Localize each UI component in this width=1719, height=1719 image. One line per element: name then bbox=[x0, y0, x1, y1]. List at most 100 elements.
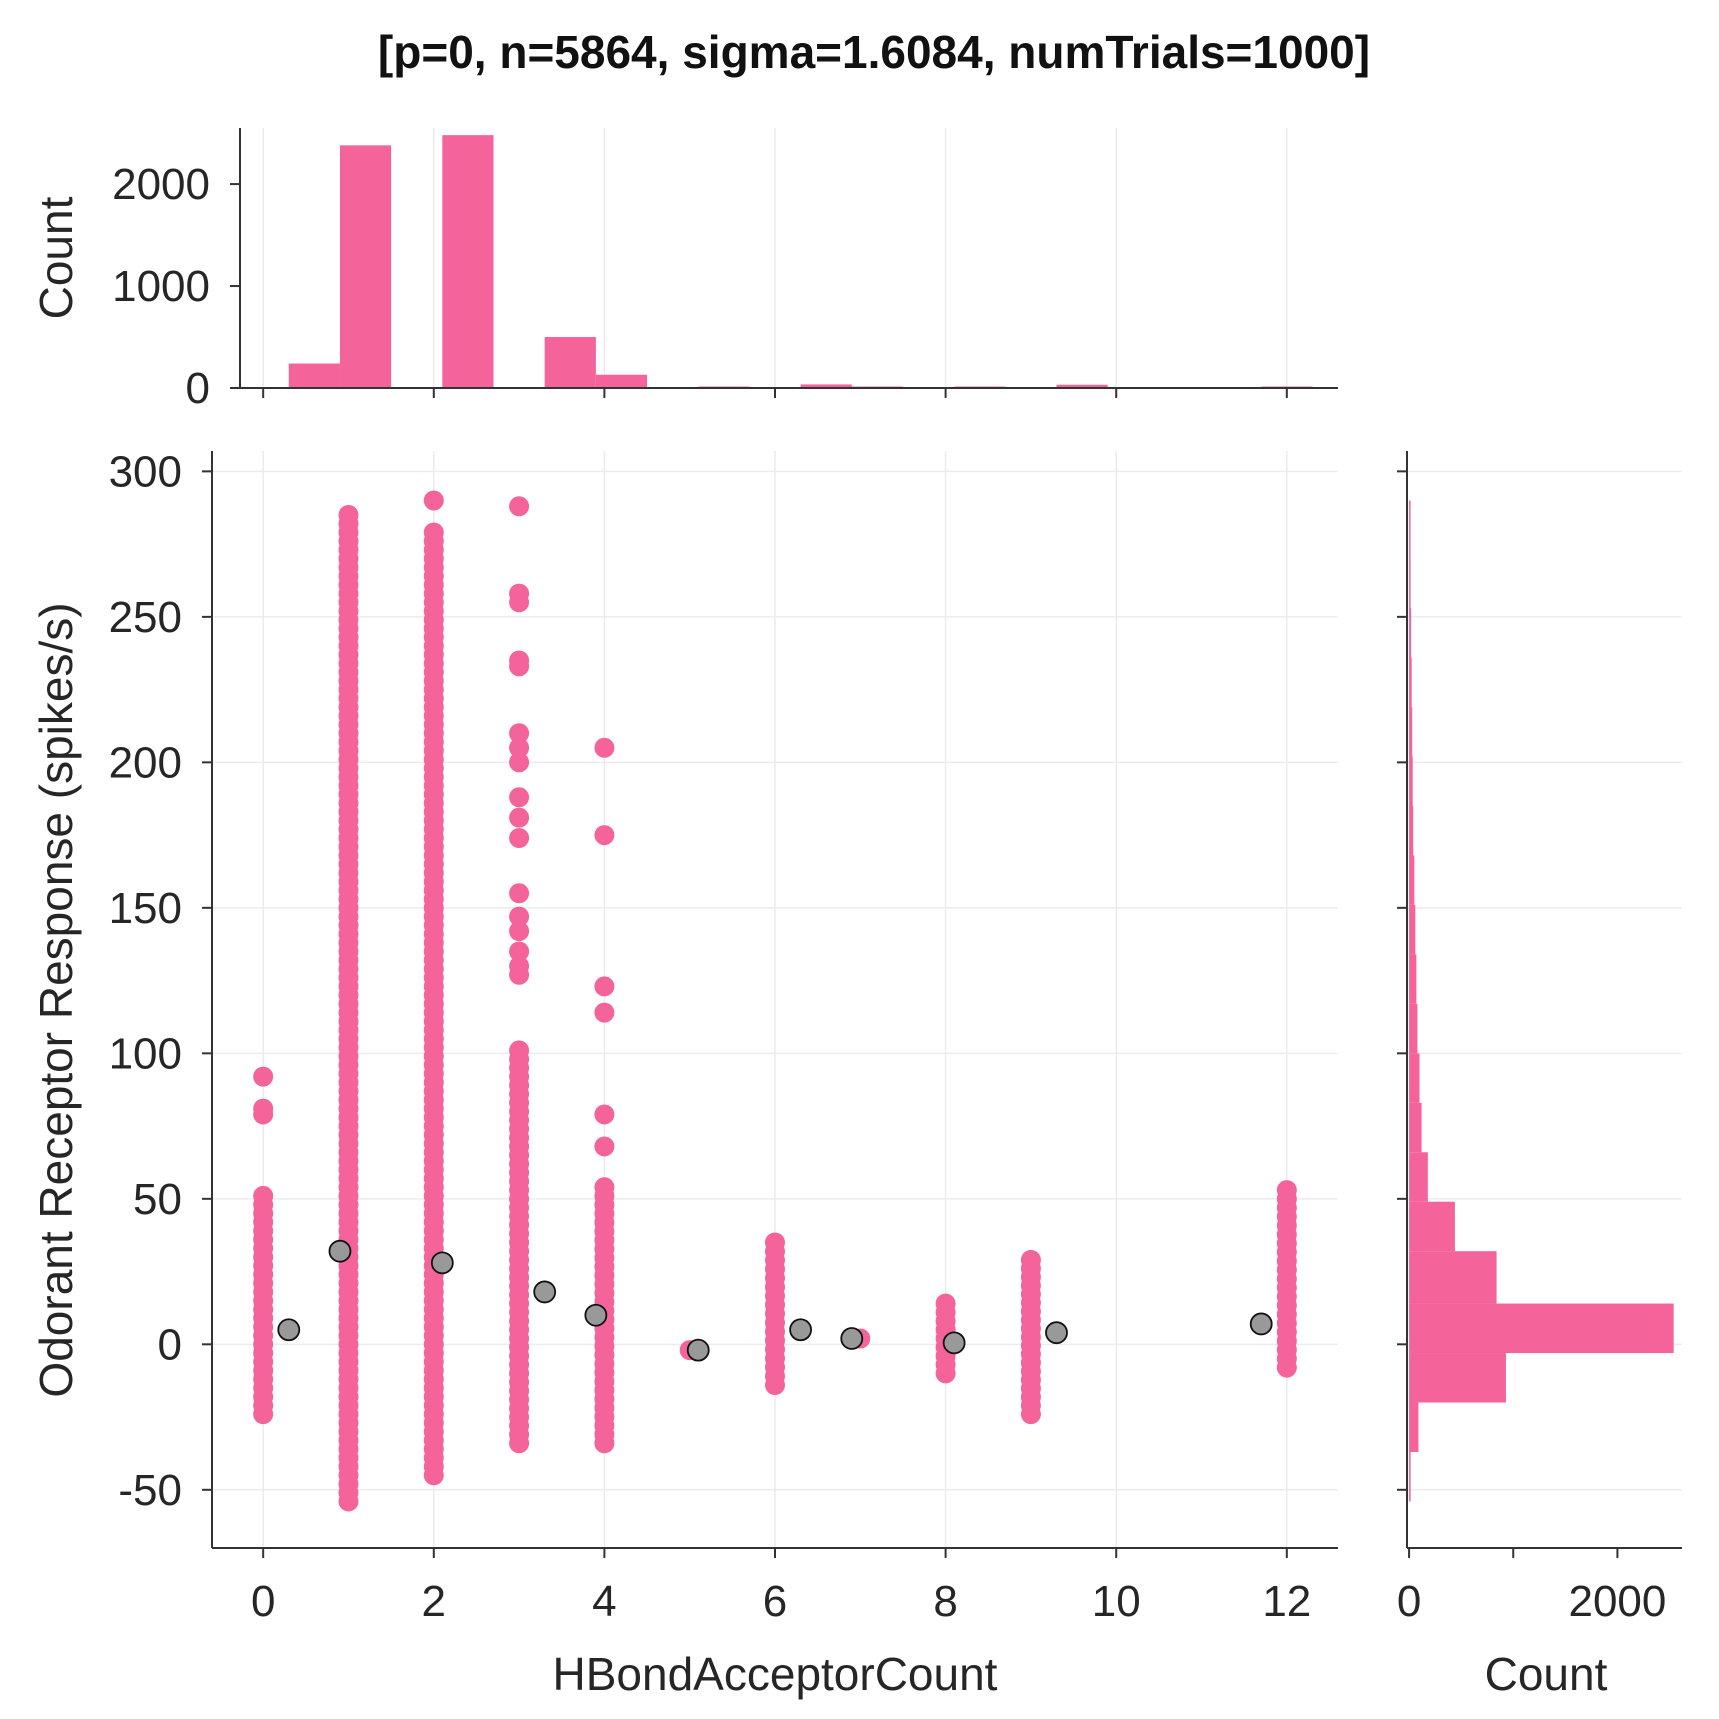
right-x-tick-label: 2000 bbox=[1568, 1577, 1666, 1626]
right-hist-bar bbox=[1409, 805, 1414, 856]
right-hist-bar bbox=[1409, 500, 1411, 559]
data-point bbox=[509, 883, 530, 904]
mean-marker bbox=[1045, 1321, 1068, 1345]
main-scatter-plot: 0 2 4 6 8 10 12 -50 0 50 100 150 200 250 300 HBondAcce… bbox=[30, 447, 1338, 1700]
top-y-tick-label: 2000 bbox=[112, 160, 210, 209]
right-hist-bar bbox=[1409, 657, 1412, 708]
y-tick-label: 150 bbox=[109, 884, 182, 933]
right-marginal-histogram: 0 2000 Count bbox=[1397, 451, 1682, 1700]
data-point bbox=[423, 490, 444, 511]
data-point bbox=[509, 737, 530, 758]
main-ticks: 0 2 4 6 8 10 12 -50 0 50 100 150 200 250 300 bbox=[109, 447, 1312, 1626]
chart-title: [p=0, n=5864, sigma=1.6084, numTrials=10… bbox=[378, 26, 1370, 78]
right-hist-bar bbox=[1409, 1102, 1422, 1153]
data-point bbox=[509, 752, 530, 773]
y-tick-label: 100 bbox=[109, 1029, 182, 1078]
right-hist-bar bbox=[1409, 904, 1416, 955]
mean-marker bbox=[584, 1303, 608, 1327]
data-point bbox=[594, 976, 615, 997]
x-tick-label: 2 bbox=[422, 1577, 446, 1626]
data-point bbox=[253, 1185, 274, 1206]
mean-marker bbox=[942, 1331, 966, 1355]
y-tick-label: 200 bbox=[109, 738, 182, 787]
mean-markers bbox=[277, 1239, 1273, 1362]
data-point bbox=[509, 723, 530, 744]
top-hist-bar bbox=[595, 374, 648, 388]
right-hist-x-label: Count bbox=[1485, 1648, 1608, 1700]
data-point bbox=[935, 1293, 956, 1314]
mean-marker bbox=[277, 1318, 301, 1342]
data-point bbox=[509, 807, 530, 828]
data-point bbox=[509, 496, 530, 517]
right-hist-bar bbox=[1409, 608, 1412, 658]
right-hist-bar bbox=[1409, 1053, 1420, 1103]
data-point bbox=[509, 964, 530, 985]
mean-marker bbox=[840, 1327, 864, 1350]
x-tick-label: 0 bbox=[251, 1577, 275, 1626]
mean-marker bbox=[430, 1251, 454, 1275]
y-axis-label: Odorant Receptor Response (spikes/s) bbox=[30, 602, 82, 1397]
y-tick-label: 50 bbox=[133, 1175, 182, 1224]
right-hist-ticks: 0 2000 bbox=[1397, 470, 1666, 1626]
raw-data-points bbox=[253, 490, 1297, 1512]
x-tick-label: 12 bbox=[1262, 1577, 1311, 1626]
y-tick-label: 0 bbox=[158, 1320, 182, 1369]
y-tick-label: 250 bbox=[109, 593, 182, 642]
right-hist-bar bbox=[1409, 954, 1417, 1004]
right-hist-bar bbox=[1409, 756, 1413, 806]
right-hist-bar bbox=[1409, 1402, 1419, 1452]
top-hist-gridlines bbox=[262, 128, 1288, 388]
right-hist-bar bbox=[1409, 1353, 1506, 1403]
right-hist-bar bbox=[1409, 855, 1415, 905]
data-point bbox=[423, 522, 444, 543]
data-point bbox=[509, 656, 530, 677]
right-hist-bar bbox=[1409, 1251, 1497, 1304]
data-point bbox=[509, 921, 530, 942]
data-point bbox=[594, 1002, 615, 1023]
data-point bbox=[509, 941, 530, 962]
mean-marker bbox=[1249, 1312, 1273, 1336]
top-y-tick-label: 0 bbox=[186, 364, 210, 413]
top-hist-bar bbox=[442, 135, 494, 388]
right-x-tick-label: 0 bbox=[1397, 1577, 1421, 1626]
right-hist-bars bbox=[1409, 500, 1674, 1502]
x-tick-label: 10 bbox=[1092, 1577, 1141, 1626]
top-hist-bar bbox=[339, 145, 392, 388]
mean-marker bbox=[789, 1318, 812, 1342]
x-tick-label: 6 bbox=[763, 1577, 787, 1626]
data-point bbox=[509, 592, 530, 613]
data-point bbox=[765, 1232, 785, 1253]
top-hist-bar bbox=[800, 384, 852, 388]
y-tick-label: 300 bbox=[109, 447, 182, 496]
right-hist-bar bbox=[1409, 1152, 1428, 1202]
top-hist-bar bbox=[1056, 384, 1108, 388]
mean-marker bbox=[328, 1239, 352, 1263]
top-marginal-histogram: 0 1000 2000 Count bbox=[30, 128, 1338, 413]
data-point bbox=[509, 1040, 530, 1061]
x-tick-label: 4 bbox=[592, 1577, 616, 1626]
right-hist-bar bbox=[1409, 707, 1413, 757]
mean-marker bbox=[533, 1280, 557, 1304]
mean-marker bbox=[686, 1338, 710, 1362]
data-point bbox=[594, 1136, 615, 1157]
top-hist-bars bbox=[288, 135, 1313, 388]
data-point bbox=[509, 787, 530, 808]
data-point bbox=[509, 828, 530, 849]
top-hist-bar bbox=[288, 363, 340, 388]
right-hist-bar bbox=[1409, 1003, 1418, 1054]
right-hist-bar bbox=[1409, 558, 1411, 609]
x-tick-label: 8 bbox=[933, 1577, 957, 1626]
data-point bbox=[1020, 1249, 1041, 1270]
right-hist-bar bbox=[1409, 1201, 1455, 1252]
top-y-tick-label: 1000 bbox=[112, 262, 210, 311]
data-point bbox=[253, 1066, 274, 1087]
x-axis-label: HBondAcceptorCount bbox=[553, 1648, 998, 1700]
data-point bbox=[1276, 1180, 1297, 1201]
data-point bbox=[594, 825, 615, 846]
data-point bbox=[594, 1177, 615, 1198]
y-tick-label: -50 bbox=[118, 1466, 182, 1515]
right-hist-bar bbox=[1409, 1451, 1411, 1502]
top-hist-y-label: Count bbox=[30, 196, 82, 319]
data-point bbox=[594, 1104, 615, 1125]
